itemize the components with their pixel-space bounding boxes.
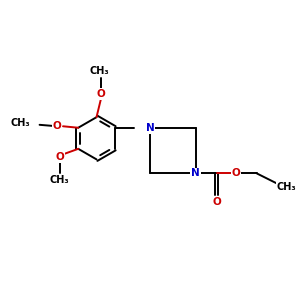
Text: O: O [231,168,240,178]
Text: CH₃: CH₃ [11,118,30,128]
Text: CH₃: CH₃ [276,182,296,192]
Text: CH₃: CH₃ [50,175,70,185]
Text: O: O [56,152,64,162]
Text: O: O [97,89,105,99]
Text: O: O [212,197,221,207]
Text: N: N [146,123,154,133]
Text: CH₃: CH₃ [90,66,109,76]
Text: N: N [191,168,200,178]
Text: O: O [53,121,62,131]
